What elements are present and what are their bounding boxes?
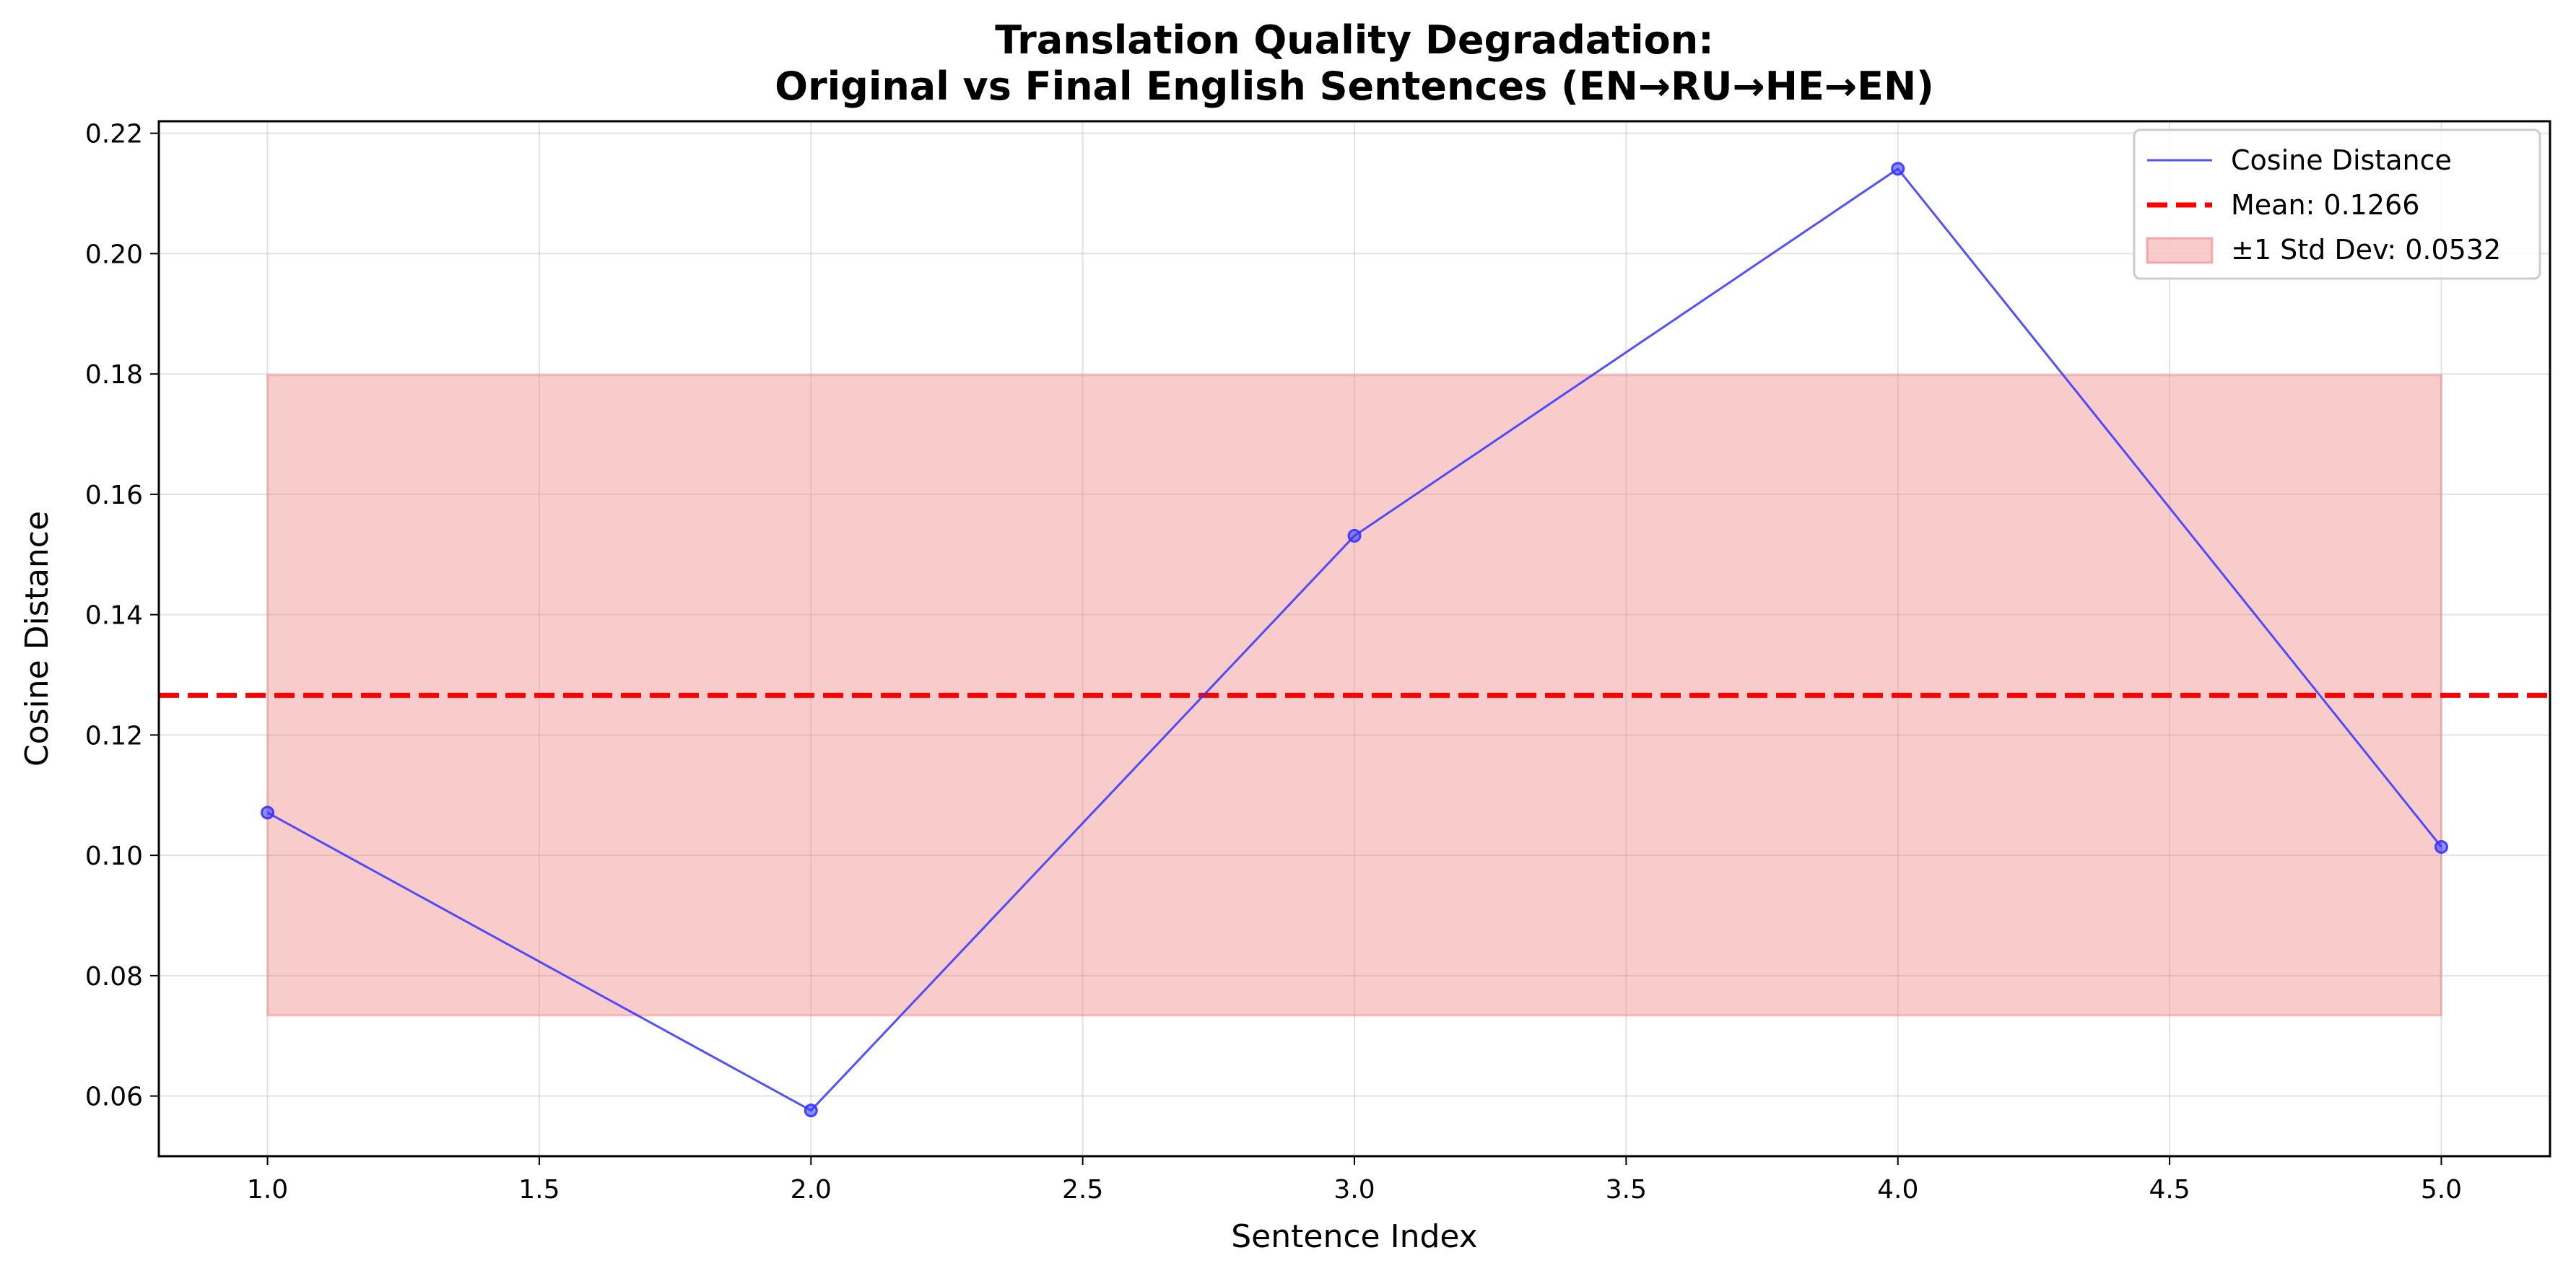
x-tick-label: 2.5 — [1062, 1175, 1103, 1205]
y-axis-ticks: 0.06 0.08 0.10 0.12 0.14 0.16 0.18 0.20 0.22 — [85, 120, 159, 1112]
grid — [159, 121, 2550, 1156]
y-tick-label: 0.06 — [85, 1083, 143, 1112]
chart-subtitle: Original vs Final English Sentences (EN→… — [775, 64, 1934, 109]
x-axis-label: Sentence Index — [1231, 1218, 1477, 1255]
y-tick-label: 0.14 — [85, 601, 143, 631]
y-tick-label: 0.12 — [85, 721, 143, 751]
legend-label-mean: Mean: 0.1266 — [2231, 189, 2419, 221]
x-tick-label: 3.0 — [1333, 1175, 1375, 1205]
y-tick-label: 0.16 — [85, 481, 143, 510]
x-tick-label: 2.0 — [791, 1175, 832, 1205]
chart-title: Translation Quality Degradation: — [995, 17, 1714, 63]
data-point — [261, 805, 275, 820]
data-point — [1347, 528, 1362, 543]
data-point — [2434, 839, 2448, 854]
x-tick-label: 4.0 — [1877, 1175, 1918, 1205]
x-tick-label: 3.5 — [1606, 1175, 1647, 1205]
x-tick-label: 1.5 — [518, 1175, 560, 1205]
data-point — [1891, 162, 1905, 176]
legend-label-band: ±1 Std Dev: 0.0532 — [2231, 234, 2501, 266]
x-tick-label: 4.5 — [2149, 1175, 2190, 1205]
y-tick-label: 0.08 — [85, 962, 143, 992]
x-tick-label: 1.0 — [247, 1175, 288, 1205]
y-tick-label: 0.10 — [85, 842, 143, 871]
legend-label-series: Cosine Distance — [2231, 144, 2452, 176]
legend-box — [2133, 128, 2541, 280]
data-point — [804, 1104, 818, 1118]
legend-band-swatch — [2146, 237, 2214, 264]
y-tick-label: 0.20 — [85, 240, 143, 269]
y-tick-label: 0.22 — [85, 120, 143, 149]
y-tick-label: 0.18 — [85, 360, 143, 390]
legend: Cosine Distance Mean: 0.1266 ±1 Std Dev:… — [2133, 128, 2541, 280]
x-tick-label: 5.0 — [2421, 1175, 2462, 1205]
y-axis-label: Cosine Distance — [19, 511, 56, 766]
x-axis-ticks: 1.0 1.5 2.0 2.5 3.0 3.5 4.0 4.5 5.0 — [247, 1156, 2462, 1205]
series-layer — [261, 162, 2448, 1118]
